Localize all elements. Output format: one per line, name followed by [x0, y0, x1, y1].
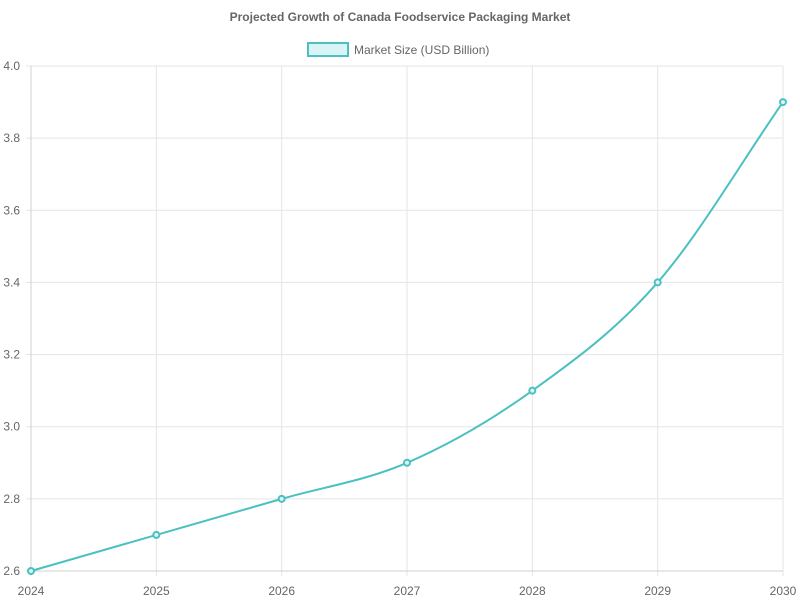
x-tick-label: 2026: [268, 584, 295, 598]
data-point[interactable]: [653, 278, 662, 287]
y-tick-label: 2.6: [3, 564, 20, 578]
y-tick-label: 3.8: [3, 131, 20, 145]
y-tick-label: 3.0: [3, 420, 20, 434]
y-tick-label: 3.6: [3, 203, 20, 217]
data-point[interactable]: [277, 494, 286, 503]
legend-label: Market Size (USD Billion): [354, 43, 489, 57]
data-point[interactable]: [27, 567, 35, 575]
grid: [26, 65, 784, 576]
x-tick-label: 2024: [18, 584, 45, 598]
data-point[interactable]: [152, 530, 161, 539]
x-tick-label: 2029: [644, 584, 671, 598]
x-tick-label: 2027: [394, 584, 421, 598]
series-layer: [27, 98, 787, 575]
legend-swatch: [307, 42, 349, 57]
axes: 2.6 2.8 3.0 3.2 3.4 3.6 3.8 4.0 2024 2025 2026 2027…: [3, 59, 796, 598]
x-tick-label: 2028: [519, 584, 546, 598]
chart-title: Projected Growth of Canada Foodservice P…: [230, 10, 571, 24]
y-tick-label: 3.4: [3, 275, 20, 289]
y-tick-label: 4.0: [3, 59, 20, 73]
data-point[interactable]: [779, 98, 787, 107]
y-tick-label: 3.2: [3, 348, 20, 362]
x-tick-label: 2030: [770, 584, 797, 598]
y-tick-label: 2.8: [3, 492, 20, 506]
x-tick-label: 2025: [143, 584, 170, 598]
data-point[interactable]: [403, 458, 411, 467]
legend[interactable]: Market Size (USD Billion): [307, 42, 489, 57]
data-point[interactable]: [528, 386, 537, 395]
